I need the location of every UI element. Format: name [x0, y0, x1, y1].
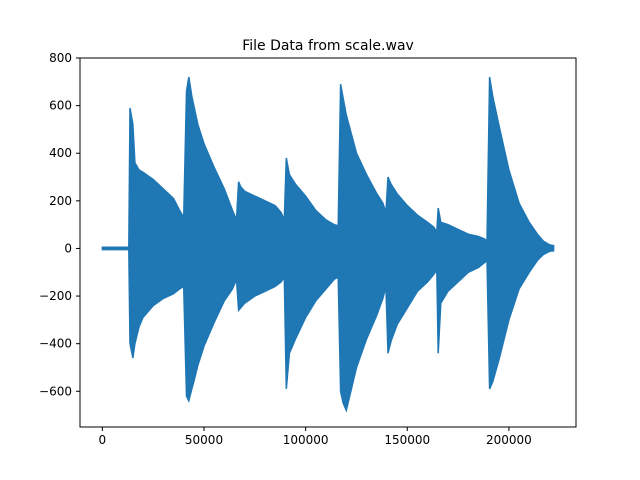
chart-title: File Data from scale.wav	[242, 38, 414, 54]
axes-frame	[79, 57, 577, 428]
x-tick-label: 100000	[283, 433, 329, 447]
plot-area: 0 50000 100000 150000 200000 −600 −400 −200 0 200…	[39, 51, 577, 447]
y-tick-label: −400	[39, 337, 72, 351]
y-tick-label: 800	[49, 51, 72, 65]
y-tick-label: 200	[49, 194, 72, 208]
y-tick-label: −600	[39, 384, 72, 398]
y-tick-label: 0	[64, 241, 72, 255]
y-tick-label: 600	[49, 99, 72, 113]
x-tick-label: 150000	[384, 433, 430, 447]
y-tick-label: 400	[49, 146, 72, 160]
x-tick-label: 0	[99, 433, 107, 447]
waveform-series	[101, 76, 555, 413]
x-tick-label: 200000	[486, 433, 532, 447]
x-tick-label: 50000	[185, 433, 223, 447]
y-tick-label: −200	[39, 289, 72, 303]
